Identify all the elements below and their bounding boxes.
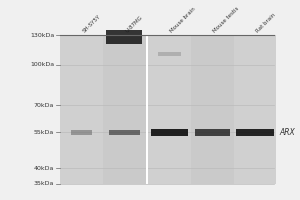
Text: 55kDa: 55kDa (34, 130, 54, 135)
Text: Rat brain: Rat brain (255, 12, 276, 33)
Text: Mouse testis: Mouse testis (212, 5, 240, 33)
Text: SH-SY5Y: SH-SY5Y (81, 13, 101, 33)
Bar (148, 35, 276, 184)
Text: Mouse brain: Mouse brain (169, 6, 197, 33)
Bar (106, 30, 142, 44)
Bar (109, 130, 140, 135)
Bar (60, 35, 146, 184)
Bar (148, 35, 191, 184)
Text: 100kDa: 100kDa (30, 62, 54, 67)
Text: ARX: ARX (280, 128, 296, 137)
Bar (233, 35, 276, 184)
Bar (151, 129, 188, 136)
Bar (195, 129, 230, 136)
Bar (146, 35, 148, 184)
Text: 40kDa: 40kDa (34, 166, 54, 171)
Bar (71, 130, 92, 135)
Bar (236, 129, 274, 136)
Bar (158, 52, 181, 56)
Bar (60, 35, 103, 184)
Bar (103, 35, 146, 184)
Bar (191, 35, 233, 184)
Text: 35kDa: 35kDa (34, 181, 54, 186)
Text: U-87MG: U-87MG (124, 14, 143, 33)
Text: 130kDa: 130kDa (30, 33, 54, 38)
Text: 70kDa: 70kDa (34, 103, 54, 108)
